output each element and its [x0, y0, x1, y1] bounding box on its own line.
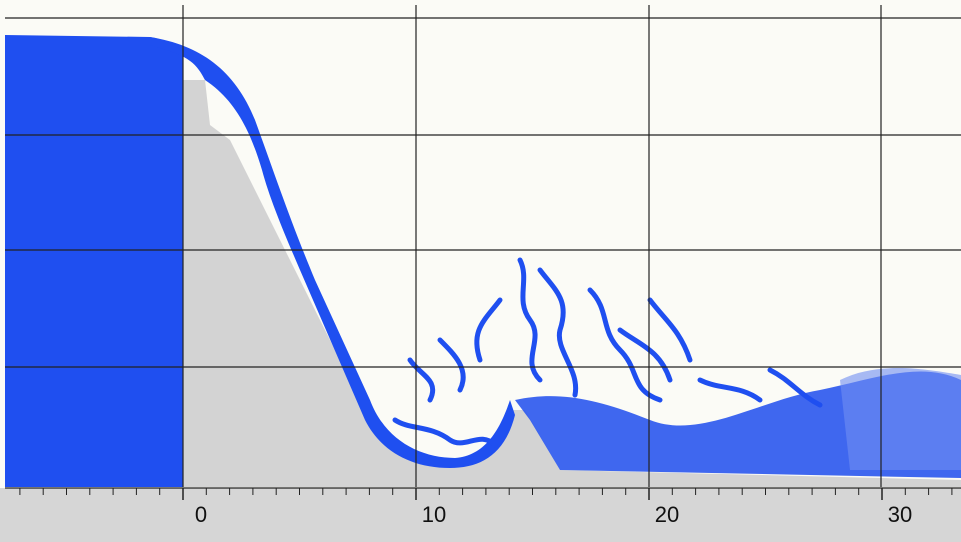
- splash-streak: [767, 367, 823, 408]
- tick-label: 20: [655, 502, 679, 527]
- minor-ticks: [19, 488, 953, 495]
- splash-streak: [392, 417, 498, 448]
- splash-streak: [647, 297, 693, 363]
- splash: [392, 257, 823, 448]
- splash-streak: [474, 297, 503, 363]
- splash-streak: [537, 267, 579, 398]
- splash-streak: [587, 287, 663, 403]
- splash-streak: [437, 337, 466, 393]
- splash-streak: [407, 357, 435, 403]
- dam: [165, 80, 961, 487]
- grid: [5, 5, 961, 489]
- splash-streak: [517, 257, 543, 383]
- tick-label: 10: [422, 502, 446, 527]
- tick-label: 30: [888, 502, 912, 527]
- axis-strip: [0, 488, 961, 542]
- reservoir: [5, 35, 183, 487]
- tick-label: 0: [195, 502, 207, 527]
- spray: [840, 368, 961, 470]
- splash-streak: [697, 377, 763, 403]
